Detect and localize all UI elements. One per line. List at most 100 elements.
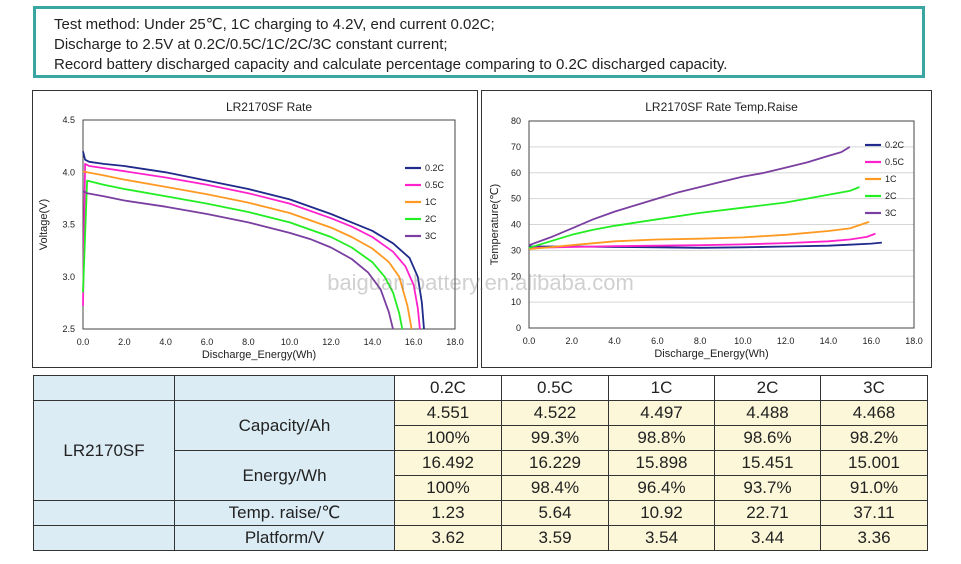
table-cell: 100% [394,475,502,501]
table-cell: 37.11 [820,500,928,526]
voltage-chart: LR2170SF Rate 2.5 3.0 3.5 4.0 4.5 0.0 2.0 4.0 6.0… [38,100,464,361]
y-tick-label: 4.5 [62,115,75,125]
column-header: 3C [820,375,928,401]
legend-label: 0.2C [885,140,905,150]
table-cell: 5.64 [501,500,609,526]
row-label-platform: Platform/V [174,525,395,551]
table-cell: 98.2% [820,425,928,451]
table-row: 100% 98.4% 96.4% 93.7% 91.0% [34,475,928,501]
x-tick-label: 18.0 [905,336,923,346]
table-cell: 10.92 [608,500,715,526]
series-line-0_5C [528,232,876,249]
legend-label: 3C [885,208,897,218]
x-tick-label: 0.0 [77,337,90,347]
x-tick-label: 2.0 [118,337,131,347]
table-row: Temp. raise/℃ 1.23 5.64 10.92 22.71 37.1… [33,500,928,526]
series-line-3C [82,190,394,330]
table-cell: 4.468 [820,400,928,426]
series-line-1C [82,170,413,330]
table-cell: 4.522 [501,400,609,426]
y-tick-label: 2.5 [62,324,75,334]
x-tick-label: 10.0 [281,337,299,347]
spec-table: 0.2C 0.5C 1C 2C 3C LR2170SF Capacity/Ah … [33,375,928,551]
table-cell: 3.36 [820,525,928,551]
legend-label: 1C [425,197,437,207]
temperature-chart-panel: LR2170SF Rate Temp.Raise 0 10 20 30 40 50 60 70 8… [481,90,932,368]
y-axis-label: Voltage(V) [38,199,50,250]
table-blank-cell [33,500,175,526]
column-header: 1C [608,375,715,401]
series-line-0_2C [82,151,425,330]
y-tick-label: 4.0 [62,167,75,177]
table-cell: 98.4% [501,475,609,501]
table-cell: 16.229 [501,450,609,476]
table-cell: 4.488 [714,400,821,426]
table-cell: 15.898 [608,450,715,476]
y-tick-label: 80 [511,116,521,126]
legend-label: 2C [885,191,897,201]
y-tick-label: 0 [516,323,521,333]
table-cell: 4.551 [394,400,502,426]
table-row: LR2170SF Capacity/Ah 4.551 4.522 4.497 4… [33,400,928,501]
chart-title: LR2170SF Rate Temp.Raise [645,100,798,114]
x-tick-label: 0.0 [523,336,536,346]
x-tick-label: 14.0 [820,336,838,346]
column-header: 2C [714,375,821,401]
legend-label: 0.5C [425,180,445,190]
test-method-line-1: Test method: Under 25℃, 1C charging to 4… [54,16,495,33]
test-method-line-2: Discharge to 2.5V at 0.2C/0.5C/1C/2C/3C … [54,36,448,53]
x-tick-label: 8.0 [694,336,707,346]
column-header: 0.5C [501,375,609,401]
plot-area [528,120,915,329]
table-row: Energy/Wh 16.492 16.229 15.898 15.451 15… [34,450,928,501]
legend-label: 0.5C [885,157,905,167]
table-cell: 1.23 [394,500,502,526]
table-cell: 3.44 [714,525,821,551]
y-tick-label: 10 [511,297,521,307]
table-cell: 16.492 [394,450,502,476]
row-label-capacity: Capacity/Ah [174,400,395,451]
plot-area [82,119,456,330]
x-tick-label: 6.0 [201,337,214,347]
y-tick-label: 70 [511,142,521,152]
table-cell: 3.59 [501,525,609,551]
legend-label: 0.2C [425,163,445,173]
table-header-row: 0.2C 0.5C 1C 2C 3C [33,375,928,401]
y-tick-label: 3.5 [62,220,75,230]
table-cell: 98.8% [608,425,715,451]
x-tick-label: 16.0 [862,336,880,346]
x-tick-label: 6.0 [651,336,664,346]
x-tick-label: 12.0 [322,337,340,347]
table-corner-cell [33,375,175,401]
x-tick-label: 18.0 [446,337,464,347]
model-cell: LR2170SF [33,400,175,501]
table-cell: 4.497 [608,400,715,426]
table-row: Platform/V 3.62 3.59 3.54 3.44 3.36 [33,525,928,551]
table-cell: 98.6% [714,425,821,451]
legend-label: 2C [425,214,437,224]
series-line-2C [528,186,860,249]
table-cell: 100% [394,425,502,451]
y-tick-label: 3.0 [62,272,75,282]
test-method-line-3: Record battery discharged capacity and c… [54,56,728,73]
x-tick-label: 2.0 [566,336,579,346]
x-tick-label: 10.0 [734,336,752,346]
voltage-chart-panel: LR2170SF Rate 2.5 3.0 3.5 4.0 4.5 0.0 2.0 4.0 6.0… [32,90,478,368]
series-line-1C [528,221,870,250]
test-method-box: Test method: Under 25℃, 1C charging to 4… [33,6,925,78]
series-line-0_5C [82,163,421,330]
y-tick-label: 50 [511,194,521,204]
temperature-chart: LR2170SF Rate Temp.Raise 0 10 20 30 40 50 60 70 8… [489,100,923,360]
table-cell: 96.4% [608,475,715,501]
table-cell: 15.451 [714,450,821,476]
table-cell: 3.62 [394,525,502,551]
y-tick-label: 20 [511,271,521,281]
x-tick-label: 4.0 [159,337,172,347]
y-tick-label: 40 [511,220,521,230]
series-line-3C [528,146,851,247]
legend-label: 1C [885,174,897,184]
table-cell: 91.0% [820,475,928,501]
table-cell: 3.54 [608,525,715,551]
x-tick-label: 4.0 [608,336,621,346]
y-axis-label: Temperature(℃) [489,184,501,265]
